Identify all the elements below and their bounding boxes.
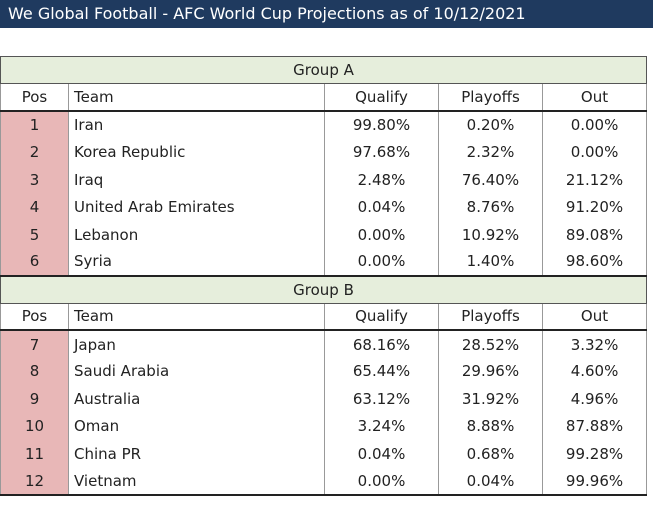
column-header-playoffs: Playoffs [438,303,543,332]
cell-out: 4.96% [541,385,648,413]
cell-playoffs: 1.40% [438,248,543,277]
table-row: 1 Iran 99.80% 0.20% 0.00% [0,111,648,139]
cell-team: Korea Republic [68,138,325,167]
cell-pos: 10 [0,412,69,440]
cell-qualify: 0.00% [324,248,439,277]
cell-qualify: 99.80% [324,111,439,139]
cell-playoffs: 2.32% [438,138,543,167]
cell-pos: 9 [0,385,69,413]
cell-qualify: 97.68% [324,138,439,167]
cell-playoffs: 8.76% [438,193,543,221]
cell-pos: 2 [0,138,69,167]
cell-pos: 8 [0,357,69,386]
cell-out: 0.00% [541,111,648,139]
cell-out: 4.60% [541,357,648,386]
cell-pos: 7 [0,330,69,358]
cell-pos: 5 [0,220,69,249]
group-name: Group B [0,275,648,304]
cell-team: Oman [68,412,325,440]
cell-pos: 1 [0,111,69,139]
cell-out: 98.60% [541,248,648,277]
table-row: 4 United Arab Emirates 0.04% 8.76% 91.20% [0,193,648,221]
cell-team: Syria [68,248,325,277]
cell-playoffs: 76.40% [438,166,543,194]
table-row: 5 Lebanon 0.00% 10.92% 89.08% [0,220,648,249]
table-row: 2 Korea Republic 97.68% 2.32% 0.00% [0,138,648,167]
cell-out: 87.88% [541,412,648,440]
table-row: 9 Australia 63.12% 31.92% 4.96% [0,385,648,413]
cell-out: 0.00% [541,138,648,167]
column-header-out: Out [541,83,648,113]
column-header-qualify: Qualify [324,303,439,332]
table-row: 6 Syria 0.00% 1.40% 98.60% [0,248,648,277]
table-row: 7 Japan 68.16% 28.52% 3.32% [0,330,648,358]
cell-team: Vietnam [68,467,325,496]
cell-pos: 11 [0,439,69,468]
column-header-team: Team [68,83,325,113]
cell-qualify: 68.16% [324,330,439,358]
cell-team: Lebanon [68,220,325,249]
column-header-qualify: Qualify [324,83,439,113]
cell-playoffs: 0.68% [438,439,543,468]
cell-team: Australia [68,385,325,413]
page-title: We Global Football - AFC World Cup Proje… [0,0,653,28]
table-row: 8 Saudi Arabia 65.44% 29.96% 4.60% [0,357,648,386]
column-header-team: Team [68,303,325,332]
projections-table: Group A Pos Team Qualify Playoffs Out 1 Iran 99.… [0,55,648,496]
cell-qualify: 0.00% [324,467,439,496]
cell-pos: 3 [0,166,69,194]
cell-playoffs: 10.92% [438,220,543,249]
cell-playoffs: 0.20% [438,111,543,139]
cell-out: 99.96% [541,467,648,496]
cell-pos: 12 [0,467,69,496]
cell-pos: 4 [0,193,69,221]
cell-qualify: 0.04% [324,193,439,221]
cell-qualify: 0.00% [324,220,439,249]
cell-team: Iran [68,111,325,139]
cell-team: United Arab Emirates [68,193,325,221]
cell-out: 91.20% [541,193,648,221]
cell-qualify: 0.04% [324,439,439,468]
cell-playoffs: 29.96% [438,357,543,386]
column-header-out: Out [541,303,648,332]
cell-qualify: 2.48% [324,166,439,194]
cell-out: 99.28% [541,439,648,468]
cell-team: Iraq [68,166,325,194]
column-header-row: Pos Team Qualify Playoffs Out [0,83,648,113]
cell-playoffs: 28.52% [438,330,543,358]
cell-playoffs: 8.88% [438,412,543,440]
cell-team: China PR [68,439,325,468]
group-header: Group B [0,275,648,304]
cell-qualify: 3.24% [324,412,439,440]
cell-out: 3.32% [541,330,648,358]
cell-playoffs: 0.04% [438,467,543,496]
column-header-pos: Pos [0,303,69,332]
table-row: 11 China PR 0.04% 0.68% 99.28% [0,439,648,468]
cell-out: 89.08% [541,220,648,249]
column-header-playoffs: Playoffs [438,83,543,113]
cell-pos: 6 [0,248,69,277]
group-name: Group A [0,55,648,85]
cell-qualify: 63.12% [324,385,439,413]
cell-playoffs: 31.92% [438,385,543,413]
cell-out: 21.12% [541,166,648,194]
table-row: 10 Oman 3.24% 8.88% 87.88% [0,412,648,440]
cell-team: Saudi Arabia [68,357,325,386]
table-row: 12 Vietnam 0.00% 0.04% 99.96% [0,467,648,496]
group-header: Group A [0,55,648,85]
table-row: 3 Iraq 2.48% 76.40% 21.12% [0,166,648,194]
cell-team: Japan [68,330,325,358]
cell-qualify: 65.44% [324,357,439,386]
column-header-row: Pos Team Qualify Playoffs Out [0,303,648,332]
column-header-pos: Pos [0,83,69,113]
